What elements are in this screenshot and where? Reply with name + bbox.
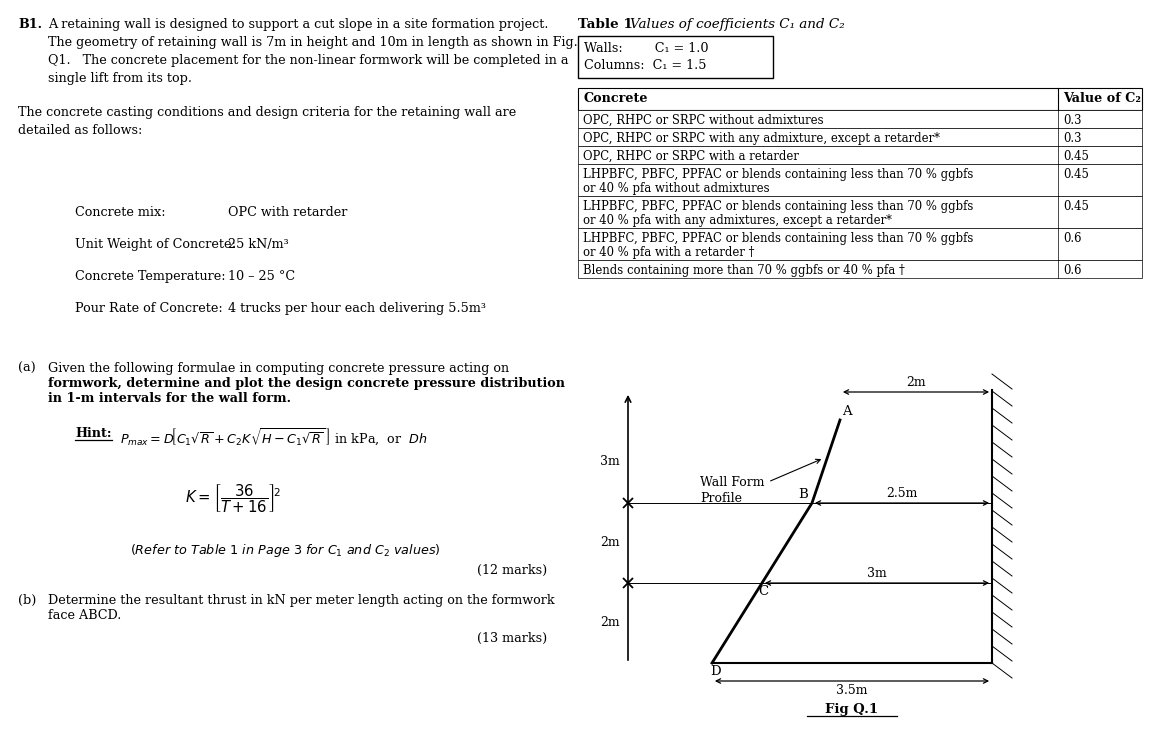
- Text: OPC, RHPC or SRPC with a retarder: OPC, RHPC or SRPC with a retarder: [583, 150, 798, 163]
- Text: Walls:        C₁ = 1.0: Walls: C₁ = 1.0: [584, 42, 708, 55]
- Text: 2.5m: 2.5m: [886, 487, 918, 500]
- Text: 2m: 2m: [907, 376, 926, 389]
- Text: D: D: [710, 665, 721, 678]
- Text: B1.: B1.: [18, 18, 41, 31]
- Text: 4 trucks per hour each delivering 5.5m³: 4 trucks per hour each delivering 5.5m³: [228, 302, 486, 315]
- Text: (13 marks): (13 marks): [477, 632, 547, 645]
- Text: or 40 % pfa with any admixtures, except a retarder*: or 40 % pfa with any admixtures, except …: [583, 214, 892, 227]
- Bar: [578, 110, 1142, 128]
- Text: B: B: [798, 488, 808, 501]
- Text: Wall Form: Wall Form: [700, 476, 765, 489]
- Text: LHPBFC, PBFC, PPFAC or blends containing less than 70 % ggbfs: LHPBFC, PBFC, PPFAC or blends containing…: [583, 232, 973, 245]
- Text: $P_{max} = D\!\left[C_1\sqrt{R}+C_2K\sqrt{H-C_1\sqrt{R}}\,\right]$ in kPa,  or  : $P_{max} = D\!\left[C_1\sqrt{R}+C_2K\sqr…: [120, 427, 427, 448]
- Text: 0.3: 0.3: [1063, 114, 1082, 127]
- Text: (b): (b): [18, 594, 37, 607]
- Text: C: C: [758, 585, 768, 598]
- Text: Blends containing more than 70 % ggbfs or 40 % pfa †: Blends containing more than 70 % ggbfs o…: [583, 264, 904, 277]
- Text: 25 kN/m³: 25 kN/m³: [228, 238, 289, 251]
- Text: (a): (a): [18, 362, 36, 375]
- Text: The concrete casting conditions and design criteria for the retaining wall are
d: The concrete casting conditions and desi…: [18, 106, 516, 137]
- Bar: [578, 128, 1142, 146]
- Text: Hint:: Hint:: [75, 427, 112, 440]
- Text: Unit Weight of Concrete:: Unit Weight of Concrete:: [75, 238, 236, 251]
- Bar: [578, 88, 1142, 110]
- Text: Pour Rate of Concrete:: Pour Rate of Concrete:: [75, 302, 222, 315]
- Text: Concrete Temperature:: Concrete Temperature:: [75, 270, 226, 283]
- Text: LHPBFC, PBFC, PPFAC or blends containing less than 70 % ggbfs: LHPBFC, PBFC, PPFAC or blends containing…: [583, 200, 973, 213]
- Text: Given the following formulae in computing concrete pressure acting on: Given the following formulae in computin…: [48, 362, 509, 375]
- Bar: [578, 228, 1142, 260]
- Text: Concrete: Concrete: [583, 92, 647, 105]
- Text: Table 1: Table 1: [578, 18, 632, 31]
- Text: OPC, RHPC or SRPC with any admixture, except a retarder*: OPC, RHPC or SRPC with any admixture, ex…: [583, 132, 940, 145]
- Text: 0.45: 0.45: [1063, 168, 1089, 181]
- Text: 3.5m: 3.5m: [836, 684, 867, 697]
- Bar: [578, 164, 1142, 196]
- Text: 0.45: 0.45: [1063, 200, 1089, 213]
- Text: 10 – 25 °C: 10 – 25 °C: [228, 270, 295, 283]
- Text: Value of C₂: Value of C₂: [1063, 92, 1140, 105]
- Text: Determine the resultant thrust in kN per meter length acting on the formwork: Determine the resultant thrust in kN per…: [48, 594, 554, 607]
- Text: or 40 % pfa with a retarder †: or 40 % pfa with a retarder †: [583, 246, 755, 259]
- Text: $(Refer\ to\ Table\ 1\ in\ Page\ 3\ for\ C_1\ and\ C_2\ values)$: $(Refer\ to\ Table\ 1\ in\ Page\ 3\ for\…: [130, 542, 440, 559]
- Text: 3m: 3m: [600, 455, 620, 468]
- Text: Profile: Profile: [700, 492, 742, 505]
- Text: Columns:  C₁ = 1.5: Columns: C₁ = 1.5: [584, 59, 706, 72]
- Text: 0.6: 0.6: [1063, 264, 1082, 277]
- Text: LHPBFC, PBFC, PPFAC or blends containing less than 70 % ggbfs: LHPBFC, PBFC, PPFAC or blends containing…: [583, 168, 973, 181]
- Text: 2m: 2m: [600, 617, 620, 629]
- Text: Values of coefficients C₁ and C₂: Values of coefficients C₁ and C₂: [630, 18, 844, 31]
- Text: 0.45: 0.45: [1063, 150, 1089, 163]
- Text: or 40 % pfa without admixtures: or 40 % pfa without admixtures: [583, 182, 770, 195]
- Text: 2m: 2m: [600, 537, 620, 550]
- Text: face ABCD.: face ABCD.: [48, 609, 121, 622]
- Bar: [578, 36, 773, 78]
- Text: OPC with retarder: OPC with retarder: [228, 206, 348, 219]
- Text: OPC, RHPC or SRPC without admixtures: OPC, RHPC or SRPC without admixtures: [583, 114, 824, 127]
- Text: Concrete mix:: Concrete mix:: [75, 206, 166, 219]
- Text: A retaining wall is designed to support a cut slope in a site formation project.: A retaining wall is designed to support …: [48, 18, 578, 85]
- Text: Fig Q.1: Fig Q.1: [826, 703, 879, 716]
- Text: 0.3: 0.3: [1063, 132, 1082, 145]
- Bar: [578, 196, 1142, 228]
- Bar: [578, 146, 1142, 164]
- Text: in 1-m intervals for the wall form.: in 1-m intervals for the wall form.: [48, 392, 291, 405]
- Text: $K = \left[\dfrac{36}{T+16}\right]^{\!2}$: $K = \left[\dfrac{36}{T+16}\right]^{\!2}…: [185, 482, 281, 514]
- Text: 0.6: 0.6: [1063, 232, 1082, 245]
- Bar: [578, 260, 1142, 278]
- Text: 3m: 3m: [867, 567, 887, 580]
- Text: (12 marks): (12 marks): [477, 564, 547, 577]
- Text: A: A: [842, 405, 851, 418]
- Text: formwork, determine and plot the design concrete pressure distribution: formwork, determine and plot the design …: [48, 377, 564, 390]
